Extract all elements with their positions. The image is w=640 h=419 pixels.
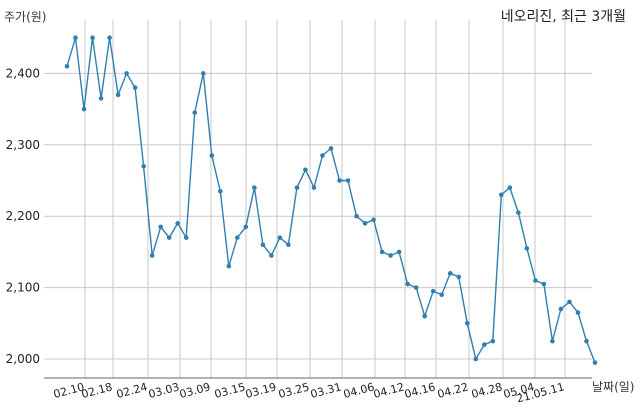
data-point — [217, 188, 223, 194]
data-point — [243, 224, 249, 230]
data-point — [396, 249, 402, 255]
x-tick-label: 02.18 — [80, 380, 114, 401]
data-point — [481, 342, 487, 348]
data-point — [158, 224, 163, 230]
data-point — [320, 153, 325, 158]
data-point — [345, 178, 351, 183]
data-point — [328, 146, 334, 151]
data-point — [541, 281, 547, 287]
x-tick-label: 04.22 — [436, 380, 470, 401]
y-tick-label: 2,100 — [6, 281, 40, 295]
data-point — [286, 242, 291, 248]
y-axis-label: 주가(원) — [4, 10, 47, 24]
data-point — [132, 85, 138, 90]
data-point — [303, 167, 308, 173]
data-point — [166, 235, 172, 240]
chart-title: 네오리진, 최근 3개월 — [500, 9, 626, 25]
data-point — [175, 221, 181, 226]
x-tick-label: 03.31 — [309, 380, 343, 401]
data-point — [499, 192, 504, 198]
plot-area — [64, 35, 598, 365]
data-point — [456, 274, 462, 280]
data-point — [533, 278, 538, 283]
data-point — [354, 213, 359, 219]
data-point — [490, 338, 496, 344]
x-tick-label: 04.12 — [372, 380, 406, 401]
data-point — [200, 71, 206, 76]
data-point — [141, 163, 146, 169]
data-point — [183, 235, 189, 240]
data-point — [473, 356, 479, 362]
data-point — [575, 310, 581, 315]
data-point — [115, 92, 121, 98]
data-point — [209, 153, 215, 158]
x-axis-label: 날짜(일) — [592, 380, 635, 394]
data-point — [64, 63, 70, 69]
x-tick-label: 04.06 — [342, 380, 376, 401]
data-point — [430, 288, 436, 294]
data-point — [405, 281, 410, 287]
x-tick-label: 03.03 — [147, 380, 181, 401]
data-point — [447, 271, 453, 276]
x-tick-label: 03.25 — [277, 380, 311, 401]
data-point — [439, 292, 445, 298]
data-point — [558, 306, 564, 312]
data-point — [81, 106, 87, 112]
data-point — [379, 249, 385, 255]
data-point — [371, 217, 376, 223]
data-point — [592, 360, 598, 365]
x-tick-label: 03.15 — [213, 380, 247, 401]
data-point — [192, 110, 198, 115]
data-point — [413, 285, 419, 290]
data-point — [124, 71, 129, 76]
data-point — [584, 338, 589, 344]
data-point — [294, 185, 300, 190]
data-point — [149, 253, 155, 258]
data-point — [422, 313, 427, 319]
data-point — [337, 178, 342, 183]
data-point — [362, 221, 368, 226]
data-point — [269, 253, 274, 258]
y-tick-label: 2,000 — [6, 352, 40, 366]
data-point — [507, 185, 513, 190]
data-point — [107, 35, 112, 40]
data-point — [516, 210, 521, 215]
y-tick-label: 2,300 — [6, 138, 40, 152]
x-tick-label: 03.09 — [178, 380, 212, 401]
x-tick-label: 03.19 — [244, 380, 278, 401]
data-point — [235, 235, 240, 240]
data-point — [277, 235, 283, 240]
data-point — [567, 299, 572, 305]
data-point — [550, 338, 555, 344]
grid-lines — [44, 20, 592, 378]
x-tick-label: 02.24 — [115, 380, 149, 401]
data-point — [90, 35, 95, 40]
y-tick-label: 2,200 — [6, 209, 40, 223]
data-point — [464, 321, 470, 326]
x-tick-label: 04.28 — [470, 380, 504, 401]
data-point — [73, 35, 78, 40]
data-point — [260, 242, 266, 248]
y-tick-label: 2,400 — [6, 66, 40, 80]
data-point — [524, 246, 530, 251]
data-point — [311, 185, 317, 190]
data-point — [388, 253, 393, 258]
data-point — [252, 185, 257, 190]
data-point — [226, 263, 232, 269]
x-tick-label: 04.16 — [403, 380, 437, 401]
data-point — [98, 96, 104, 101]
series-line — [66, 37, 596, 363]
